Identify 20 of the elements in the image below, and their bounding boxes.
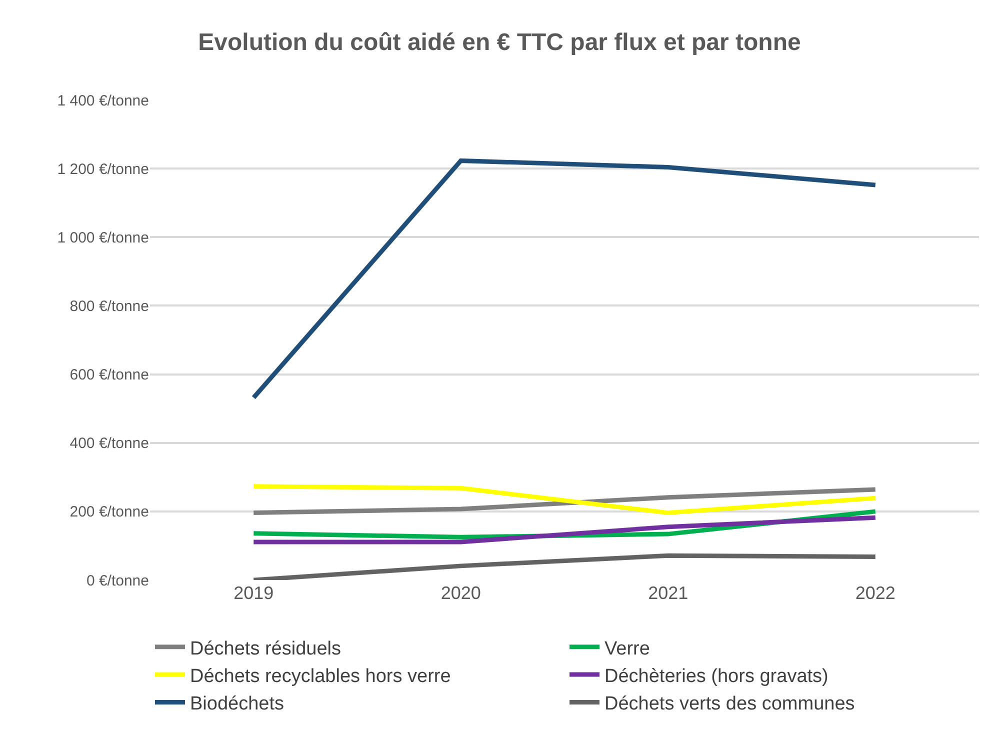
x-tick-label: 2019 [234,583,274,603]
y-tick-label: 200 €/tonne [70,504,149,521]
legend-label: Déchets recyclables hors verre [190,666,451,687]
x-tick-label: 2020 [440,583,481,603]
chart-title: Evolution du coût aidé en € TTC par flux et par tonne [198,28,801,56]
y-tick-label: 1 400 €/tonne [57,92,149,110]
legend-label: Déchèteries (hors gravats) [604,666,828,687]
y-tick-label: 400 €/tonne [70,435,149,452]
y-tick-label: 1 000 €/tonne [57,229,149,246]
legend-label: Biodéchets [190,694,284,715]
legend-label: Déchets résiduels [190,638,342,660]
y-tick-label: 800 €/tonne [70,298,149,315]
y-tick-label: 0 €/tonne [86,572,149,590]
legend-label: Verre [604,638,650,660]
y-tick-label: 1 200 €/tonne [57,160,149,178]
line-series [251,158,878,400]
y-tick-label: 600 €/tonne [70,366,149,384]
x-tick-label: 2022 [855,583,896,603]
x-tick-label: 2021 [648,583,688,603]
legend-label: Déchets verts des communes [604,694,855,715]
